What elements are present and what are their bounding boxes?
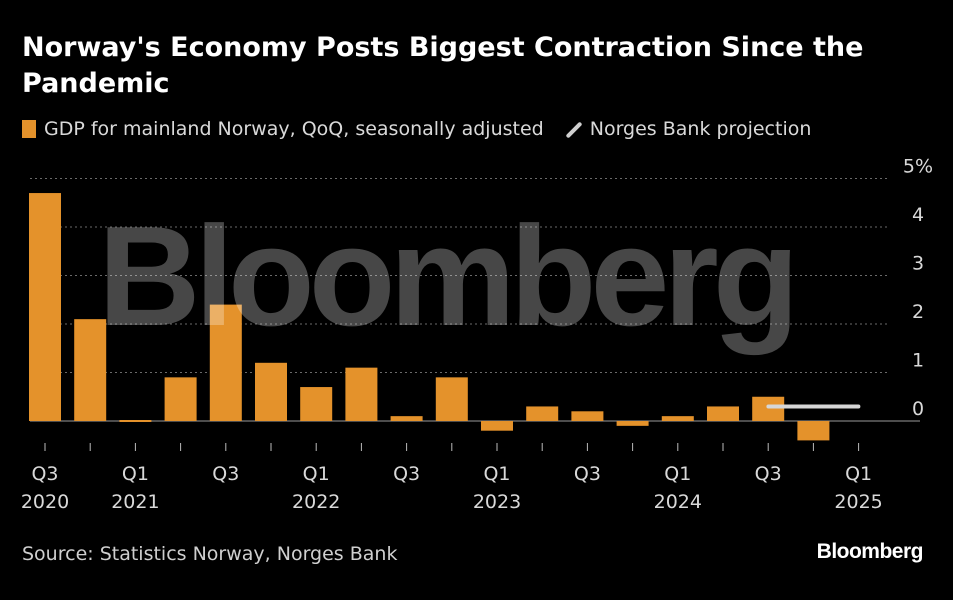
y-tick-label: 5%	[903, 156, 933, 178]
y-tick-label: 1	[912, 350, 924, 372]
gdp-bar	[300, 387, 333, 421]
gdp-bar	[571, 411, 604, 421]
gdp-bar	[255, 362, 287, 421]
x-tick-label: Q3	[31, 463, 58, 485]
y-tick-label: 0	[912, 398, 924, 420]
source-note: Source: Statistics Norway, Norges Bank	[22, 543, 398, 565]
gdp-bar	[390, 416, 423, 421]
gdp-bar	[435, 377, 468, 421]
gdp-bar	[752, 396, 785, 421]
legend-bar-swatch	[22, 120, 36, 138]
gdp-bar	[345, 367, 378, 421]
x-tick-label: Q1	[122, 463, 149, 485]
y-tick-label: 3	[912, 253, 924, 275]
legend: GDP for mainland Norway, QoQ, seasonally…	[22, 114, 829, 144]
legend-projection-label: Norges Bank projection	[589, 118, 812, 140]
legend-gdp-label: GDP for mainland Norway, QoQ, seasonally…	[44, 118, 544, 140]
x-tick-label: Q1	[303, 463, 330, 485]
x-tick-label: Q1	[845, 463, 872, 485]
chart-title: Norway's Economy Posts Biggest Contracti…	[22, 32, 864, 99]
x-tick-year: 2020	[21, 491, 69, 513]
gdp-bar	[164, 377, 197, 421]
gdp-bar	[616, 421, 649, 426]
gdp-bar	[74, 319, 107, 421]
bloomberg-logo: Bloomberg	[816, 540, 924, 563]
x-tick-year: 2023	[473, 491, 521, 513]
x-tick-label: Q1	[664, 463, 691, 485]
x-tick-label: Q3	[574, 463, 601, 485]
gdp-bar	[209, 304, 242, 421]
x-tick-label: Q3	[393, 463, 420, 485]
gdp-bar	[119, 420, 152, 422]
x-tick-year: 2021	[111, 491, 159, 513]
x-tick-year: 2025	[834, 491, 882, 513]
gdp-bar	[797, 421, 830, 441]
legend-item-projection: Norges Bank projection	[562, 118, 812, 140]
gdp-bar	[29, 193, 61, 421]
y-tick-label: 4	[912, 204, 924, 226]
x-tick-label: Q3	[212, 463, 239, 485]
gdp-bar	[707, 406, 739, 421]
x-tick-year: 2022	[292, 491, 340, 513]
legend-item-gdp: GDP for mainland Norway, QoQ, seasonally…	[22, 118, 544, 140]
x-tick-label: Q3	[755, 463, 782, 485]
gdp-bar	[661, 416, 694, 421]
x-tick-year: 2024	[654, 491, 702, 513]
gdp-bar	[526, 406, 559, 421]
gdp-bar	[481, 421, 513, 431]
x-tick-label: Q1	[483, 463, 510, 485]
y-tick-label: 2	[912, 301, 924, 323]
